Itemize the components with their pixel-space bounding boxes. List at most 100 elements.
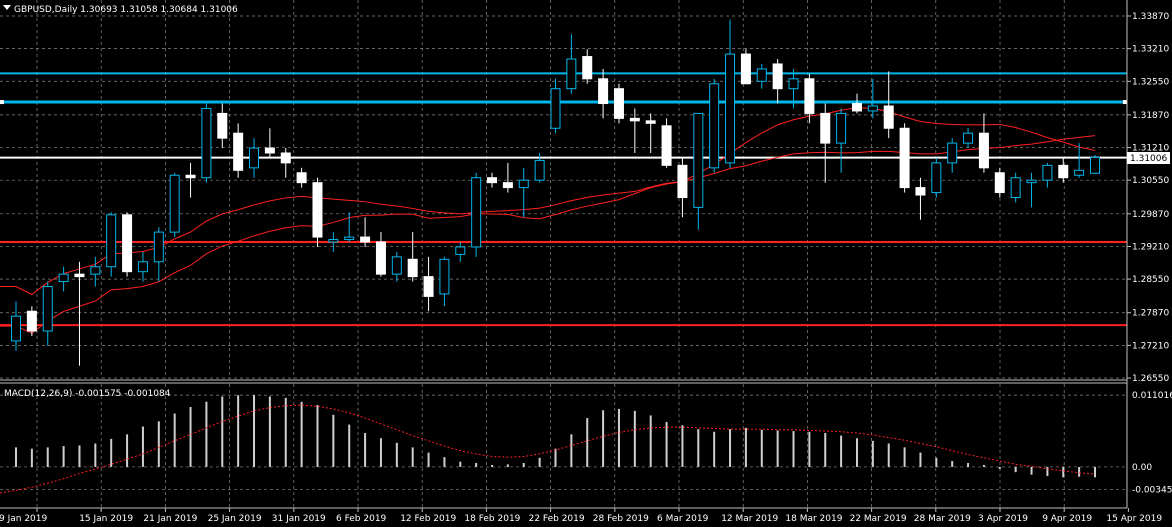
bullish-candle	[1010, 172, 1021, 203]
bullish-candle	[249, 138, 260, 178]
bullish-candle	[836, 108, 847, 173]
candle-body	[122, 214, 133, 273]
candle-body	[1074, 169, 1085, 176]
macd-axis-label: -0.003455	[1132, 485, 1172, 495]
current-price-tag	[1127, 152, 1170, 164]
time-axis-label: 31 Jan 2019	[272, 514, 326, 524]
candle-body	[137, 261, 148, 273]
bearish-candle	[915, 177, 926, 220]
horizontal-levels[interactable]	[0, 72, 1127, 327]
bullish-candle	[439, 256, 450, 307]
candle-body	[851, 103, 862, 112]
bullish-candle	[11, 301, 21, 351]
bearish-candle	[185, 162, 196, 198]
candle-body	[1058, 164, 1069, 179]
candle-body	[1090, 156, 1100, 174]
bullish-candle	[169, 172, 180, 238]
moving-averages	[0, 107, 1096, 334]
bullish-candle	[58, 266, 69, 292]
candle-body	[502, 182, 513, 189]
bearish-candle	[978, 113, 989, 173]
bearish-candle	[645, 113, 656, 153]
candle-body	[455, 246, 466, 255]
candle-body	[867, 105, 878, 112]
candle-body	[328, 239, 339, 243]
time-axis-label: 28 Mar 2019	[914, 514, 971, 524]
bearish-candle	[899, 123, 910, 193]
candle-body	[153, 231, 164, 263]
price-axis-label: 1.33210	[1132, 45, 1169, 55]
candle-body	[613, 88, 624, 119]
bullish-candle	[328, 232, 339, 252]
candle-body	[963, 132, 974, 144]
bearish-candle	[312, 177, 323, 247]
price-axis-label: 1.33870	[1132, 12, 1169, 22]
candle-body	[740, 53, 751, 85]
bearish-candle	[74, 261, 85, 366]
current-price-label: 1.31006	[1130, 154, 1167, 164]
time-axis-label: 9 Apr 2019	[1042, 514, 1092, 524]
time-axis-label: 18 Feb 2019	[464, 514, 520, 524]
macd-title: MACD(12,26,9) -0.001575 -0.001084	[4, 389, 171, 399]
candle-body	[344, 236, 355, 241]
bullish-candle	[867, 78, 878, 119]
candle-body	[1010, 177, 1021, 198]
candle-body	[820, 112, 831, 144]
bearish-candle	[296, 167, 307, 188]
bearish-candle	[629, 108, 640, 153]
time-axis-labels: 9 Jan 2019 15 Jan 2019 21 Jan 2019 25 Jan 2…	[0, 508, 1162, 524]
bullish-candle	[391, 251, 402, 282]
bullish-candle	[963, 128, 974, 149]
bullish-candle	[709, 78, 720, 173]
candle-body	[106, 214, 117, 268]
candle-body	[883, 105, 894, 129]
price-axis-label: 1.29210	[1132, 242, 1169, 252]
candle-body	[169, 174, 180, 233]
candle-body	[471, 177, 482, 248]
bullish-candle	[106, 212, 117, 277]
candle-body	[709, 83, 720, 169]
candle-body	[915, 187, 926, 196]
macd-signal-line	[0, 404, 1096, 494]
moving-average-line	[0, 107, 1096, 334]
candle-body	[90, 266, 101, 275]
candle-body	[487, 177, 498, 184]
level-handle[interactable]	[0, 100, 4, 105]
bearish-candle	[851, 93, 862, 114]
bearish-candle	[661, 118, 672, 168]
macd-axis-label: 0.00	[1132, 463, 1152, 473]
time-axis-label: 15 Apr 2019	[1106, 514, 1162, 524]
candle-body	[360, 236, 371, 243]
bullish-candle	[756, 63, 767, 89]
bullish-candle	[153, 227, 164, 282]
candle-body	[978, 132, 989, 169]
candle-body	[931, 162, 942, 194]
chart-grid	[0, 0, 1127, 507]
candle-body	[375, 241, 386, 275]
candle-body	[312, 182, 323, 238]
bearish-candle	[360, 217, 371, 247]
candle-body	[629, 117, 640, 122]
macd-indicator	[0, 395, 1096, 494]
bullish-candle	[201, 103, 212, 183]
candle-body	[598, 78, 609, 105]
bearish-candle	[804, 73, 815, 124]
chart-menu-triangle-icon[interactable]	[3, 5, 11, 10]
bearish-candle	[994, 167, 1005, 198]
candle-body	[994, 172, 1005, 194]
price-axis-label: 1.29870	[1132, 210, 1169, 220]
bullish-candle	[550, 78, 561, 134]
level-handle[interactable]	[1123, 100, 1127, 105]
candle-body	[74, 273, 85, 278]
candle-body	[756, 68, 767, 82]
candle-body	[661, 125, 672, 166]
price-axis-label: 1.30550	[1132, 176, 1169, 186]
bullish-candle	[455, 242, 466, 262]
time-axis-label: 6 Mar 2019	[657, 514, 709, 524]
candlestick-series	[11, 19, 1100, 366]
time-axis-label: 15 Jan 2019	[79, 514, 133, 524]
macd-axis-label: 0.011016	[1132, 391, 1172, 401]
moving-average-line	[0, 135, 1096, 295]
bullish-candle	[518, 167, 529, 218]
